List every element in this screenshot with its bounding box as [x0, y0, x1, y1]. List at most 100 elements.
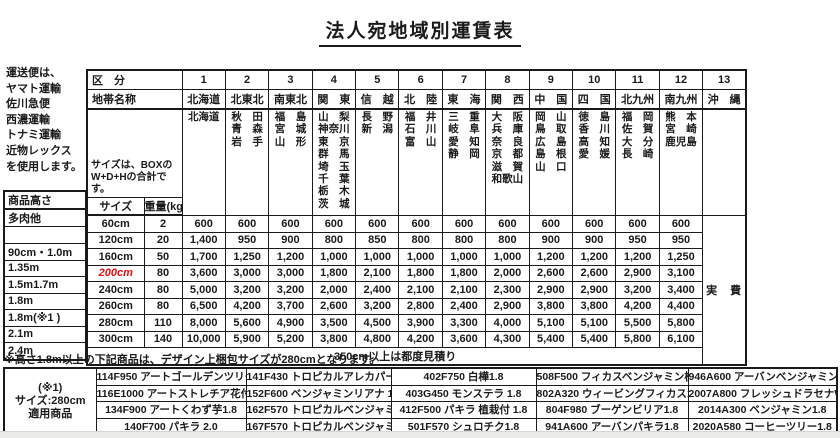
height-label: 1.5m1.7m [3, 276, 87, 294]
fee-value: 600 [528, 214, 574, 233]
fee-value: 5,400 [528, 330, 574, 348]
product-item: 134F900 アートくわず芋1.8 [95, 401, 247, 419]
size-value: 200cm [86, 264, 145, 282]
zone-prefectures: 岡 山 鳥 取 広 島 島 根 山 口 [528, 108, 574, 216]
title-container: 法人宛地域別運賃表 [0, 16, 840, 47]
window-edge [0, 431, 840, 438]
table-row: 多肉他 [3, 208, 87, 227]
table-row: 商品高さ [3, 190, 87, 210]
fee-value: 600 [181, 214, 226, 233]
fee-value: 3,500 [311, 314, 357, 332]
fee-value: 800 [398, 231, 443, 249]
zone-prefectures: 秋 田 青 森 岩 手 [224, 108, 270, 216]
zone-number: 2 [224, 69, 270, 90]
fee-value: 1,000 [441, 248, 487, 266]
weight-value: 140 [143, 330, 183, 348]
table-row: 区 分 1 2 3 4 5 6 7 8 9 10 11 12 13 [86, 69, 747, 90]
product-item: 2014A300 ベンジャミン1.8 [687, 401, 838, 419]
zone-name-row-label: 地帯名称 [86, 89, 183, 110]
fee-value: 3,000 [268, 264, 313, 282]
zone-prefectures: 長 野 新 潟 [355, 108, 400, 216]
zone-prefectures: 福 岡 佐 賀 大 分 長 崎 [615, 108, 660, 216]
fee-value: 4,200 [615, 297, 660, 315]
corner-label: 区 分 [86, 69, 183, 90]
zone-name: 東 海 [441, 89, 487, 110]
fee-value: 800 [311, 231, 357, 249]
fee-value: 3,200 [268, 281, 313, 299]
fee-value: 900 [572, 231, 617, 249]
zone-number: 10 [572, 69, 617, 90]
height-label: 1.35m [3, 259, 87, 277]
fee-value: 600 [398, 214, 443, 233]
product-item: 412F500 パキラ 植栽付 1.8 [390, 401, 537, 419]
zone-name: 北 陸 [398, 89, 443, 110]
height-label: 90cm・1.0m [3, 242, 87, 261]
fee-value: 2,900 [528, 281, 574, 299]
zone-name: 関 西 [485, 89, 530, 110]
product-item: 402F750 白樺1.8 [390, 367, 537, 386]
fee-value: 2,100 [398, 281, 443, 299]
zone-prefectures: 熊 本 宮 崎 鹿児島 [658, 108, 704, 216]
fee-value: 600 [485, 214, 530, 233]
fee-value: 2,900 [572, 281, 617, 299]
zone-prefectures: 山 梨 神奈川 東 京 群 馬 埼 玉 千 葉 栃 木 茨 城 [311, 108, 357, 216]
fee-value: 2,100 [441, 281, 487, 299]
zone-number: 4 [311, 69, 357, 90]
fee-value: 600 [224, 214, 270, 233]
fee-value: 5,800 [658, 314, 704, 332]
table-row: 90cm・1.0m [3, 242, 87, 261]
fee-value: 600 [615, 214, 660, 233]
zone-name: 北海道 [181, 89, 226, 110]
table-row: 116E1000 アートストレチア花付1.8152F600 ベンジャミンリアナ … [4, 384, 838, 403]
zone-prefectures: 北海道 [181, 108, 226, 216]
fee-value: 4,200 [224, 297, 270, 315]
size-value: 260cm [86, 297, 145, 315]
fee-value: 1,250 [658, 248, 704, 266]
fee-value: 4,900 [268, 314, 313, 332]
fee-value: 1,800 [441, 264, 487, 282]
table-row: 260cm 80 6,500 4,200 3,700 2,600 3,200 2,800 2,4… [86, 297, 746, 315]
fee-value: 3,200 [355, 297, 400, 315]
height-label: 1.8m(※1 ) [3, 309, 87, 327]
fee-value: 1,000 [355, 248, 400, 266]
fee-value: 1,400 [181, 231, 226, 249]
fee-value: 800 [441, 231, 487, 249]
fee-value: 3,300 [441, 314, 487, 332]
fee-value: 2,900 [485, 297, 530, 315]
fee-value: 8,000 [181, 314, 226, 332]
height-table-header: 商品高さ [3, 190, 87, 210]
fee-value: 3,900 [398, 314, 443, 332]
product-item: 162F570 トロピカルベンジャミン 1.8 [245, 401, 392, 419]
size-value: 240cm [86, 281, 145, 299]
fee-value: 3,200 [224, 281, 270, 299]
zone-number: 8 [485, 69, 530, 90]
fee-value: 5,200 [268, 330, 313, 348]
fee-value: 4,800 [355, 330, 400, 348]
table-row: 1.8m(※1 ) [3, 309, 87, 327]
fee-value: 2,800 [398, 297, 443, 315]
carrier-note: 運送便は、 ヤマト運輸 佐川急便 西濃運輸 トナミ運輸 近物レックス を使用しま… [6, 67, 82, 173]
fee-value: 2,100 [355, 264, 400, 282]
fee-value: 4,300 [485, 330, 530, 348]
fee-value: 5,800 [615, 330, 660, 348]
fee-value: 1,200 [528, 248, 574, 266]
zone-number: 7 [441, 69, 487, 90]
fee-value: 950 [658, 231, 704, 249]
height-label: 1.8m [3, 292, 87, 310]
table-row: 1.5m1.7m [3, 276, 87, 294]
product-item: 403G450 モンステラ 1.8 [390, 384, 537, 403]
fee-value: 3,200 [615, 281, 660, 299]
product-item: 116E1000 アートストレチア花付1.8 [95, 384, 247, 403]
fee-value: 3,100 [658, 264, 704, 282]
product-item: 114F950 アートゴールデンツリー1.8 [95, 367, 247, 386]
fee-value: 1,800 [398, 264, 443, 282]
weight-value: 110 [143, 314, 183, 332]
fee-value: 3,000 [224, 264, 270, 282]
table-row: 2.4m [3, 342, 87, 360]
zone-number: 12 [658, 69, 704, 90]
fee-value: 1,200 [615, 248, 660, 266]
fee-value: 900 [268, 231, 313, 249]
